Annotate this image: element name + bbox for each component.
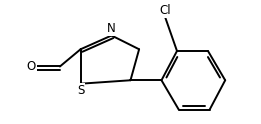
Text: Cl: Cl [159, 4, 171, 17]
Text: O: O [27, 60, 36, 73]
Text: N: N [107, 22, 116, 35]
Text: S: S [77, 84, 84, 97]
